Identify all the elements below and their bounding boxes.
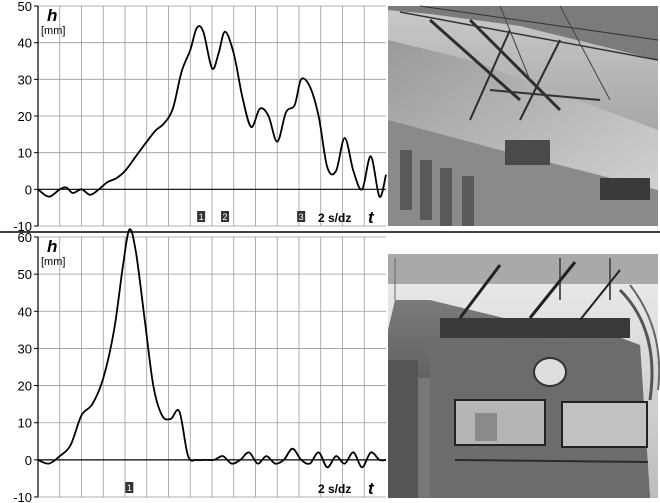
c1-ytick-label: 30: [18, 341, 32, 356]
bottom-chart: 60 50 40 30 20 10 0 -10 h[mm] 2 s/dz t 1: [13, 228, 387, 503]
c0-ytick-label: 20: [18, 109, 32, 124]
c0-ytick-label: 30: [18, 72, 32, 87]
c1-y-unit: [mm]: [41, 256, 65, 268]
c1-ytick-label: 20: [18, 379, 32, 394]
c0-marker-label: 3: [299, 212, 304, 222]
c1-ytick-label: 60: [18, 230, 32, 245]
c1-ytick-label: 40: [18, 304, 32, 319]
c0-ytick-label: 10: [18, 146, 32, 161]
c0-ytick-label: 50: [18, 0, 32, 14]
c0-marker-box: [297, 211, 306, 222]
c0-marker-box: [197, 211, 206, 222]
locomotive-front-photo: [388, 254, 660, 498]
c0-ytick-label: 0: [25, 182, 32, 197]
c1-ytick-label: 10: [18, 416, 32, 431]
c1-marker-label: 1: [127, 483, 132, 493]
c0-marker-label: 2: [223, 212, 228, 222]
c1-ytick-label: -10: [13, 490, 32, 503]
c1-marker-box: [125, 482, 134, 493]
c0-x-label: t: [368, 208, 375, 227]
c1-scale-label: 2 s/dz: [318, 482, 351, 496]
c0-series-line-0: [37, 25, 387, 198]
c0-scale-label: 2 s/dz: [318, 211, 351, 225]
c1-ytick-label: 0: [25, 453, 32, 468]
c0-marker-label: 1: [199, 212, 204, 222]
c0-y-label: h: [47, 6, 57, 25]
top-chart: 50 40 30 20 10 0 -10 h[mm] 2 s/dz t 1 2 3: [13, 0, 387, 234]
c1-x-label: t: [368, 479, 375, 498]
train-roof-photo: [388, 5, 659, 226]
c1-series-line-0: [37, 228, 387, 469]
c0-ytick-label: 40: [18, 36, 32, 51]
c1-y-label: h: [47, 237, 57, 256]
c1-ytick-label: 50: [18, 267, 32, 282]
c0-ytick-label: -10: [13, 219, 32, 234]
c0-y-unit: [mm]: [41, 25, 65, 37]
c0-marker-box: [221, 211, 230, 222]
